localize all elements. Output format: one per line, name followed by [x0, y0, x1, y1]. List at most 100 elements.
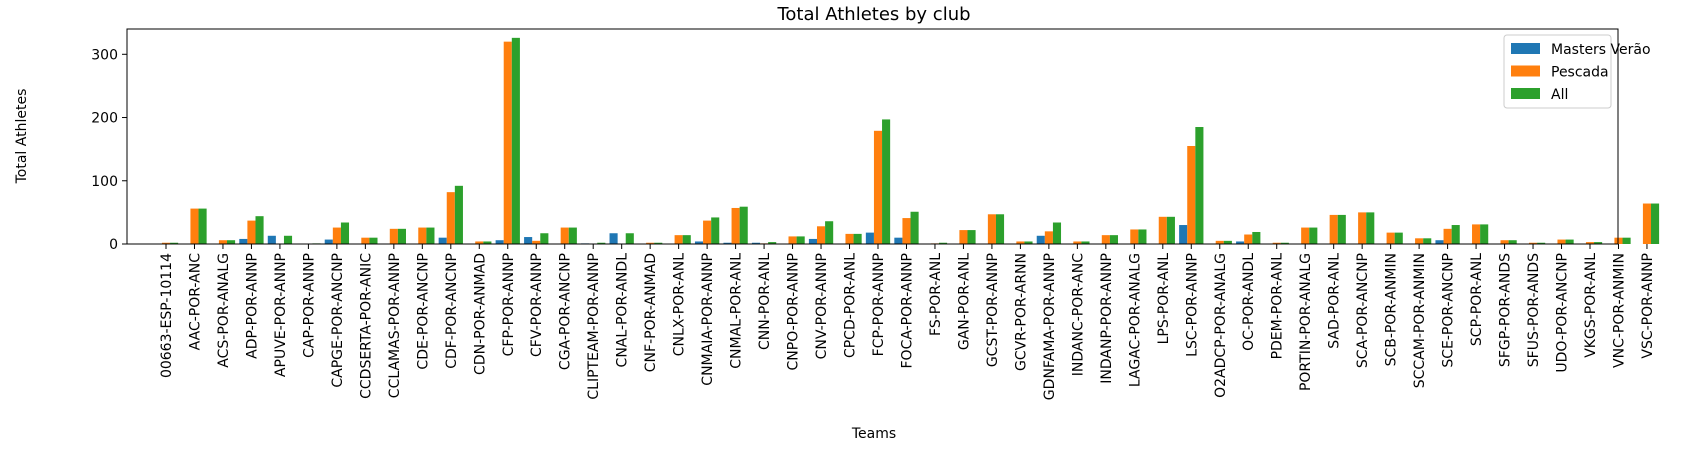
- bar-all-adp-por-annp: [255, 216, 264, 244]
- bar-all-lsc-por-annp: [1195, 127, 1204, 244]
- bar-all-vsc-por-annp: [1651, 203, 1660, 244]
- y-tick-label: 300: [91, 47, 118, 63]
- bar-pescada-cclamas-por-annp: [389, 228, 398, 244]
- bar-all-pdem-por-anl: [1280, 242, 1289, 244]
- bar-pescada-o2adcp-por-analg: [1215, 240, 1224, 244]
- bar-all-sad-por-anl: [1337, 214, 1346, 244]
- x-tick-label: VSC-POR-ANNP: [1640, 253, 1656, 359]
- x-tick-label: GDNFAMA-POR-ANNP: [1042, 253, 1058, 400]
- x-tick-label: FCP-POR-ANNP: [871, 253, 887, 356]
- x-tick-label: CNMAIA-POR-ANNP: [700, 253, 716, 386]
- bar-pescada-oc-por-andl: [1244, 234, 1253, 244]
- x-tick-label: CPCD-POR-ANL: [843, 253, 859, 358]
- x-tick-label: UDO-POR-ANCNP: [1555, 253, 1571, 373]
- x-tick-label: GCST-POR-ANNP: [985, 253, 1001, 367]
- bar-all-acs-por-analg: [227, 240, 236, 244]
- bar-all-portin-por-analg: [1309, 227, 1318, 244]
- bar-masters-ver-o-cfv-por-annp: [524, 237, 533, 244]
- x-tick-label: APUVE-POR-ANNP: [273, 253, 289, 377]
- x-tick-label: VNC-POR-ANMIN: [1611, 253, 1627, 368]
- bar-all-cdn-por-anmad: [483, 241, 492, 244]
- bar-all-sca-por-ancnp: [1366, 212, 1375, 244]
- bar-pescada-capge-por-ancnp: [332, 227, 341, 244]
- bar-all-indanp-por-annp: [1109, 235, 1118, 244]
- x-tick-label: PORTIN-POR-ANALG: [1298, 253, 1314, 391]
- bar-all-lps-por-anl: [1166, 216, 1175, 244]
- bar-pescada-sad-por-anl: [1329, 214, 1338, 244]
- bar-pescada-gcvr-por-arnn: [1016, 241, 1025, 244]
- bar-all-cfv-por-annp: [540, 233, 549, 244]
- bar-pescada-cde-por-ancnp: [418, 227, 427, 244]
- x-tick-label: FOCA-POR-ANNP: [899, 253, 915, 369]
- bar-all-apuve-por-annp: [283, 235, 293, 244]
- bar-masters-ver-o-oc-por-andl: [1236, 241, 1245, 244]
- x-tick-label: SFGP-POR-ANDS: [1498, 253, 1514, 367]
- x-tick-label: SCP-POR-ANL: [1469, 253, 1485, 346]
- bar-all-cnmaia-por-annp: [711, 217, 720, 244]
- bar-pescada-sce-por-ancnp: [1443, 228, 1452, 244]
- chart-title: Total Athletes by club: [776, 4, 970, 25]
- legend: Masters Verão Pescada All: [1503, 34, 1651, 109]
- bar-masters-ver-o-cnmaia-por-annp: [694, 241, 704, 244]
- x-tick-label: CNAL-POR-ANDL: [615, 253, 631, 368]
- bar-all-cnal-por-andl: [625, 233, 634, 244]
- x-tick-label: INDANP-POR-ANNP: [1099, 253, 1115, 384]
- bar-masters-ver-o-cdf-por-ancnp: [438, 237, 447, 244]
- x-tick-label: ACS-POR-ANALG: [216, 253, 232, 368]
- x-tick-label: CFV-POR-ANNP: [529, 253, 545, 357]
- bar-pescada-sfus-por-ands: [1528, 242, 1538, 244]
- bar-all-cnf-por-anmad: [654, 242, 663, 244]
- x-tick-label: CNPO-POR-ANNP: [786, 253, 802, 370]
- plot-frame: [126, 28, 1619, 245]
- bar-pescada-cnpo-por-annp: [788, 236, 797, 244]
- legend-label: All: [1551, 87, 1568, 103]
- bar-pescada-acs-por-analg: [218, 240, 228, 244]
- bar-pescada-cnlx-por-anl: [674, 235, 683, 244]
- bar-pescada-00663-esp-10114: [161, 242, 171, 244]
- bar-all-gdnfama-por-annp: [1052, 222, 1062, 244]
- bar-pescada-sca-por-ancnp: [1358, 212, 1367, 244]
- bar-all-scb-por-anmin: [1394, 232, 1403, 244]
- bar-masters-ver-o-gdnfama-por-annp: [1036, 235, 1045, 244]
- bar-all-foca-por-annp: [910, 211, 919, 244]
- y-tick-label: 100: [91, 174, 118, 190]
- bar-pescada-cnmaia-por-annp: [703, 220, 712, 244]
- bar-all-cnmal-por-anl: [739, 206, 748, 244]
- x-axis: 00663-ESP-10114 AAC-POR-ANC ACS-POR-ANALG A…: [159, 244, 1656, 400]
- bar-all-sfus-por-ands: [1537, 242, 1546, 244]
- bar-pescada-fcp-por-annp: [873, 130, 883, 244]
- bar-pescada-gdnfama-por-annp: [1044, 231, 1053, 244]
- bar-all-ccdserta-por-anic: [369, 237, 378, 244]
- bar-pescada-sccam-por-anmin: [1415, 238, 1424, 244]
- y-axis: 0 100 200 300: [91, 47, 127, 253]
- x-tick-label: INDANC-POR-ANC: [1070, 253, 1086, 376]
- bar-all-cpcd-por-anl: [853, 233, 862, 244]
- x-axis-label: Teams: [851, 426, 896, 442]
- bar-all-aac-por-anc: [198, 208, 207, 244]
- x-tick-label: ADP-POR-ANNP: [244, 253, 260, 359]
- x-tick-label: CNLX-POR-ANL: [672, 253, 688, 356]
- x-tick-label: OC-POR-ANDL: [1241, 253, 1257, 351]
- bar-pescada-cnv-por-annp: [816, 226, 826, 244]
- bar-all-fs-por-anl: [939, 242, 948, 244]
- bar-pescada-pdem-por-anl: [1272, 242, 1281, 244]
- bar-masters-ver-o-cnv-por-annp: [808, 238, 817, 244]
- x-tick-label: FS-POR-ANL: [928, 253, 944, 336]
- bar-all-gcvr-por-arnn: [1024, 241, 1033, 244]
- x-tick-label: VKGS-POR-ANL: [1583, 253, 1599, 358]
- bar-all-cnv-por-annp: [825, 221, 834, 244]
- bar-masters-ver-o-cnn-por-anl: [751, 242, 761, 244]
- x-tick-label: CDN-POR-ANMAD: [472, 253, 488, 375]
- bar-all-oc-por-andl: [1252, 231, 1261, 244]
- bar-pescada-foca-por-annp: [902, 218, 911, 244]
- x-tick-label: CLIPTEAM-POR-ANNP: [586, 253, 602, 400]
- bar-pescada-scb-por-anmin: [1386, 232, 1395, 244]
- bar-pescada-lagac-por-analg: [1130, 229, 1139, 244]
- bar-masters-ver-o-cnal-por-andl: [609, 233, 618, 244]
- bar-all-clipteam-por-annp: [597, 242, 606, 244]
- x-tick-label: CNF-POR-ANMAD: [643, 253, 659, 372]
- bar-all-sfgp-por-ands: [1508, 240, 1517, 244]
- y-tick-label: 0: [109, 237, 118, 253]
- bar-pescada-portin-por-analg: [1301, 227, 1310, 244]
- bar-pescada-lps-por-anl: [1158, 216, 1167, 244]
